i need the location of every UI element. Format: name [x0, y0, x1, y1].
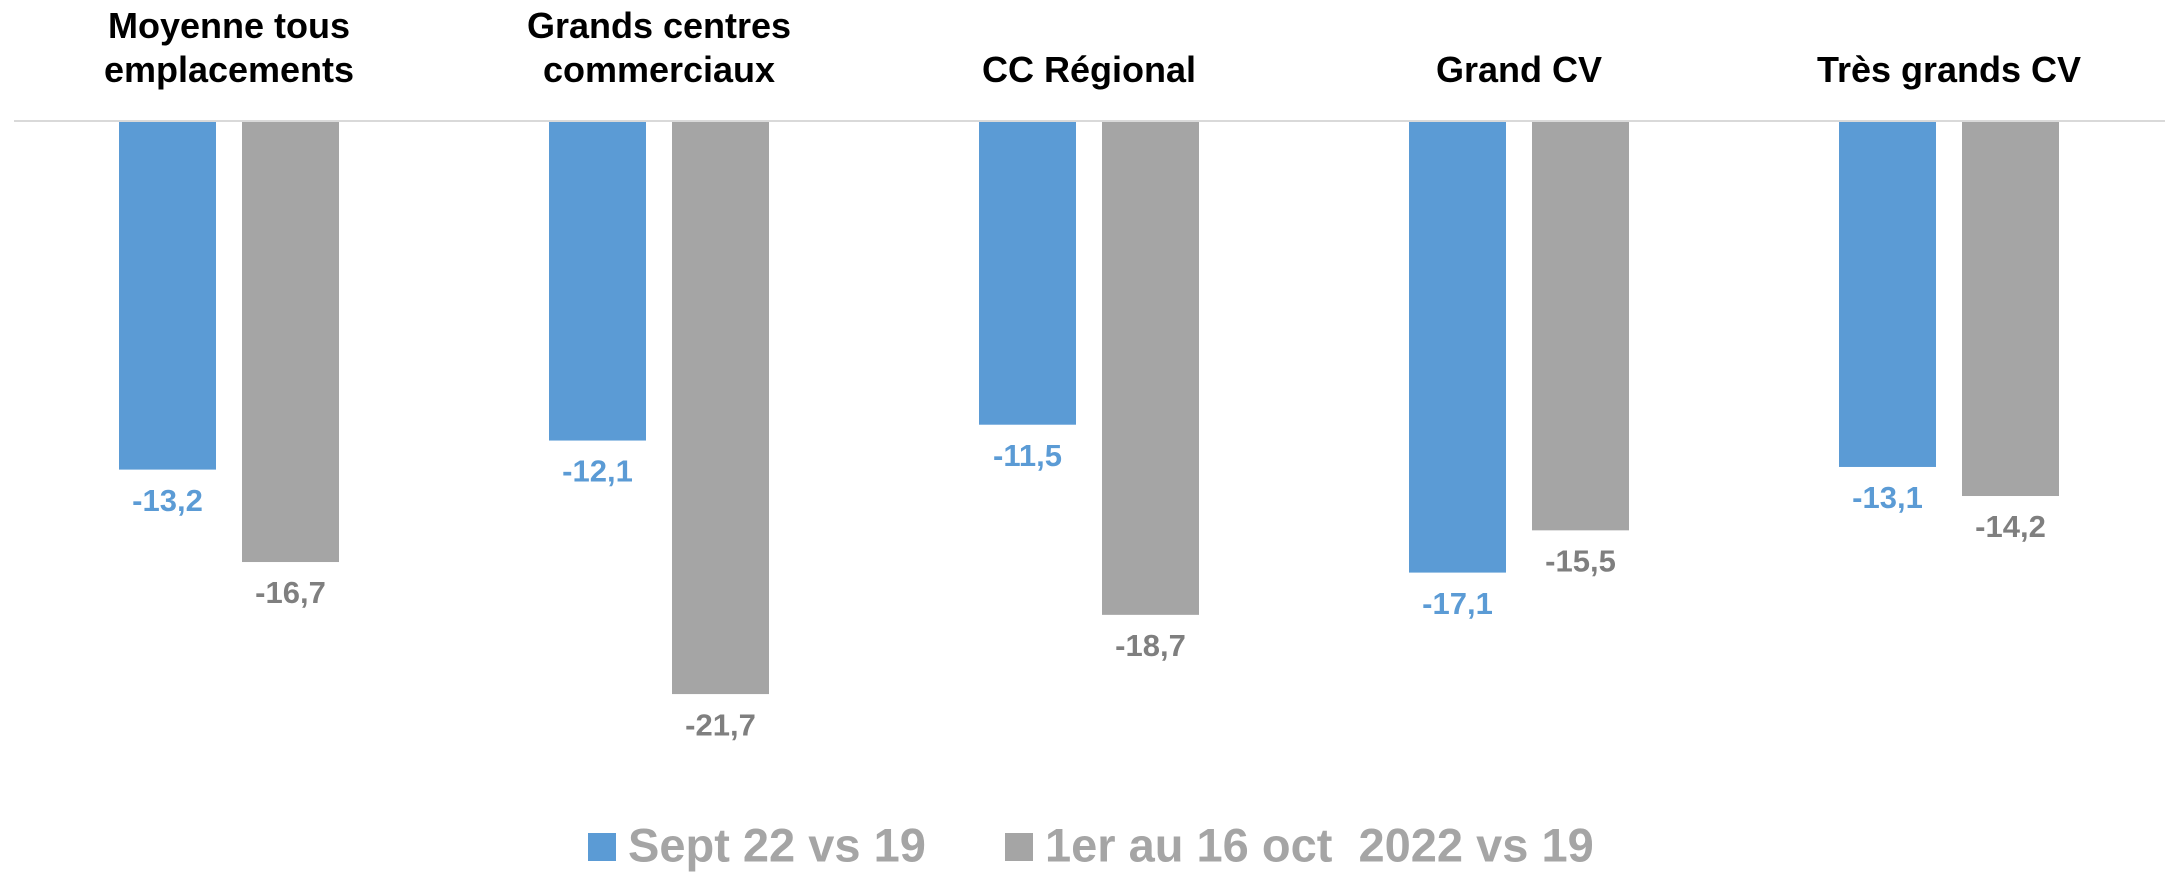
- bar: [1102, 121, 1199, 615]
- bar: [1962, 121, 2059, 497]
- data-label: -14,2: [1975, 509, 2046, 544]
- category-label: Grand CV: [1435, 49, 1603, 90]
- category-label: CC Régional: [981, 49, 1196, 90]
- bar: [979, 121, 1076, 425]
- data-label: -21,7: [685, 707, 756, 742]
- category-label: Très grands CV: [1816, 49, 2082, 90]
- bar: [1532, 121, 1629, 531]
- legend-swatch: [588, 833, 616, 861]
- bar: [549, 121, 646, 441]
- data-label: -18,7: [1115, 628, 1186, 663]
- legend-label: Sept 22 vs 19: [628, 818, 926, 871]
- bar: [1839, 121, 1936, 467]
- legend-label: 1er au 16 oct 2022 vs 19: [1045, 818, 1594, 871]
- legend-swatch: [1005, 833, 1033, 861]
- data-label: -12,1: [562, 454, 633, 489]
- bar: [119, 121, 216, 470]
- bar: [242, 121, 339, 563]
- data-label: -11,5: [993, 438, 1062, 473]
- bar: [1409, 121, 1506, 573]
- category-label: Moyenne tous emplacements: [103, 5, 355, 90]
- data-label: -15,5: [1545, 544, 1616, 579]
- data-label: -16,7: [255, 575, 326, 610]
- data-label: -13,1: [1852, 480, 1923, 515]
- data-label: -17,1: [1422, 586, 1493, 621]
- data-label: -13,2: [132, 483, 203, 518]
- bar: [672, 121, 769, 695]
- category-label: Grands centres commerciaux: [526, 5, 792, 90]
